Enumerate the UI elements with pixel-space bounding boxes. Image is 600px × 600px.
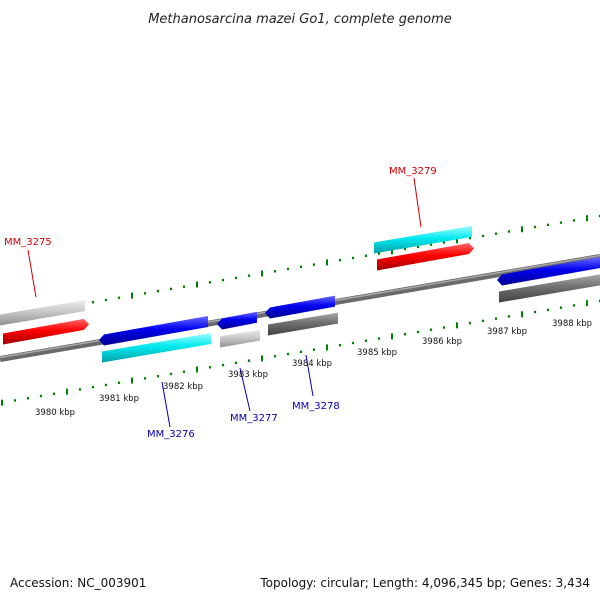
feature-mm-3275[interactable] xyxy=(3,318,89,345)
gene-label-mm-3279[interactable]: MM_3279 xyxy=(389,166,437,177)
genome-summary-text: Topology: circular; Length: 4,096,345 bp… xyxy=(259,576,590,590)
feature-layer xyxy=(0,225,600,363)
feature-mm-3276[interactable] xyxy=(99,315,208,346)
label-leader xyxy=(27,249,37,298)
accession-text: Accession: NC_003901 xyxy=(10,576,146,590)
label-leader xyxy=(239,367,251,412)
tick-label: 3985 kbp xyxy=(357,348,397,358)
label-leader xyxy=(413,177,422,228)
feature-next-reverse[interactable] xyxy=(497,256,600,286)
tick-label: 3982 kbp xyxy=(163,382,203,392)
tick-label: 3986 kbp xyxy=(422,337,462,347)
tick-label: 3988 kbp xyxy=(552,319,592,329)
feature-mm-3277[interactable] xyxy=(217,311,257,330)
feature-mm-3278[interactable] xyxy=(265,295,335,319)
tick-label: 3987 kbp xyxy=(487,327,527,337)
feature-mm-3276-match[interactable] xyxy=(102,332,211,363)
tick-label: 3984 kbp xyxy=(292,359,332,369)
label-leader xyxy=(305,354,314,397)
feature-mm-3277-light[interactable] xyxy=(220,329,260,348)
tick-label: 3981 kbp xyxy=(99,394,139,404)
feature-mm-3278-dark[interactable] xyxy=(268,312,338,336)
gene-label-mm-3275[interactable]: MM_3275 xyxy=(4,237,52,248)
gene-label-mm-3277[interactable]: MM_3277 xyxy=(230,413,278,424)
feature-mm-3275-light[interactable] xyxy=(0,300,85,326)
feature-mm-3279[interactable] xyxy=(377,243,474,271)
tick-label: 3983 kbp xyxy=(228,370,268,380)
feature-next-dark[interactable] xyxy=(499,274,600,303)
feature-mm-3279-match[interactable] xyxy=(374,225,472,254)
gene-label-mm-3278[interactable]: MM_3278 xyxy=(292,401,340,412)
tick-label: 3980 kbp xyxy=(35,408,75,418)
gene-label-mm-3276[interactable]: MM_3276 xyxy=(147,429,195,440)
label-leader xyxy=(161,381,171,428)
map-title: Methanosarcina mazei Go1, complete genom… xyxy=(148,12,452,27)
